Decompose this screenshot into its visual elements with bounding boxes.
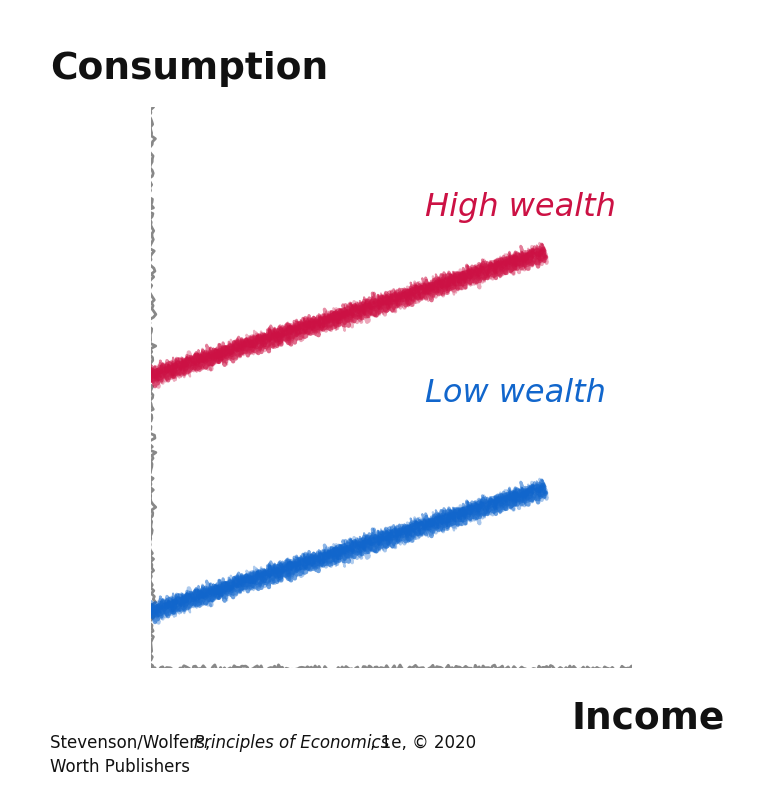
Text: Consumption: Consumption <box>50 51 329 88</box>
Text: , 1e, © 2020: , 1e, © 2020 <box>370 734 477 752</box>
Text: Low wealth: Low wealth <box>425 378 606 409</box>
Text: Stevenson/Wolfers,: Stevenson/Wolfers, <box>50 734 216 752</box>
Text: Income: Income <box>571 700 725 736</box>
Text: High wealth: High wealth <box>425 192 616 223</box>
Text: Principles of Economics: Principles of Economics <box>194 734 389 752</box>
Text: Worth Publishers: Worth Publishers <box>50 758 191 776</box>
